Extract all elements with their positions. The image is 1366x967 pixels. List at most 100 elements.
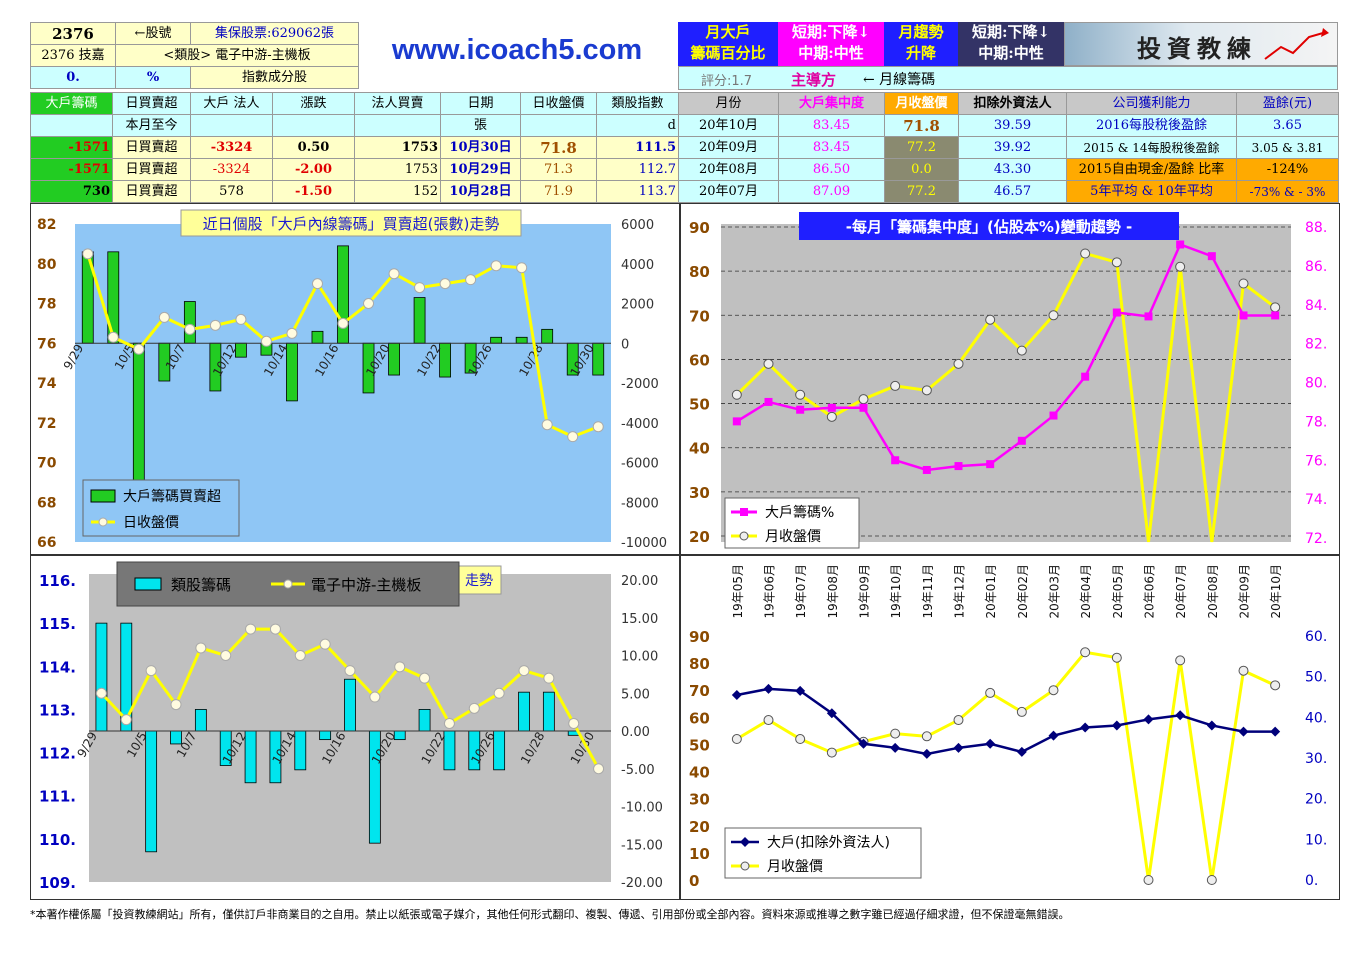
bar	[418, 709, 431, 732]
monthly-trend: 月趨勢	[898, 23, 944, 41]
x-tick-label: 20年02月	[1016, 564, 1030, 619]
stock-code-label: ←股號	[115, 22, 191, 45]
data-point	[1176, 240, 1185, 249]
y-tick-label-right: 15.00	[621, 612, 658, 627]
y-tick-label-right: 76.	[1305, 453, 1327, 469]
legend-swatch	[90, 489, 116, 503]
y-tick-label-left: 0	[689, 872, 699, 890]
data-point	[516, 262, 528, 274]
profit-table: 公司獲利能力 盈餘(元) 2016每股稅後盈餘 3.65 2015 & 14每股…	[1066, 92, 1339, 203]
data-point	[1270, 726, 1281, 737]
data-point	[763, 715, 774, 726]
series-line	[736, 650, 1276, 881]
table-row: 730 日買賣超 578 -1.50 152 10月28日 71.9 113.7	[30, 180, 679, 203]
mid-term-1: 中期:中性	[798, 44, 864, 62]
x-tick-label: 19年07月	[794, 564, 808, 619]
bar	[319, 730, 332, 741]
table-cell: 2015 & 14每股稅後盈餘	[1066, 136, 1237, 159]
table-cell: 1753	[354, 136, 441, 159]
y-tick-label-right: 20.	[1305, 792, 1327, 808]
data-point	[1111, 257, 1122, 268]
data-point	[922, 465, 931, 474]
table-cell: 3.05 & 3.81	[1236, 136, 1339, 159]
y-tick-label-right: 78.	[1305, 414, 1327, 430]
y-tick-label-left: 30	[689, 791, 710, 809]
table-cell: -73% & - 3%	[1236, 180, 1339, 203]
score: 評分:1.7	[701, 74, 753, 89]
y-tick-label-right: -5.00	[621, 763, 655, 778]
chart-daily-big-chips-svg: 66 68 70 72 74 76 78 80 82 6000 4000 2000 0 -2000 -400…	[37, 209, 667, 551]
data-point	[1143, 714, 1154, 725]
short-term-2: 短期:下降↓	[971, 23, 1051, 41]
data-point	[1175, 710, 1186, 721]
y-tick-label-left: 78	[37, 297, 56, 313]
chart-sector-chips: 116. 115. 114. 113. 112. 111. 110. 109. 20.00 15.…	[30, 555, 680, 900]
data-point	[1112, 308, 1121, 317]
data-point	[541, 419, 553, 431]
table-cell: 3.65	[1236, 114, 1339, 137]
monthly-big-box: 月大戶 籌碼百分比	[678, 22, 778, 66]
data-point	[1175, 655, 1186, 666]
data-point	[1270, 302, 1281, 313]
legend-marker	[740, 508, 748, 516]
table-cell: -1571	[30, 136, 113, 159]
bar	[515, 336, 528, 344]
table-cell: 86.50	[778, 158, 885, 181]
data-point	[731, 389, 742, 400]
bar	[145, 730, 158, 853]
bar	[183, 301, 196, 344]
data-point	[107, 331, 119, 343]
bar	[518, 691, 530, 732]
data-point	[1111, 652, 1122, 663]
data-point	[1080, 722, 1091, 733]
data-point	[490, 260, 502, 272]
th-close: 日收盤價	[520, 92, 597, 115]
table-cell: 0.50	[272, 136, 355, 159]
stock-name: 2376 技嘉	[30, 44, 116, 67]
y-tick-label-left: 80	[37, 257, 57, 273]
table-cell: 20年07月	[678, 180, 779, 203]
table-cell	[190, 114, 273, 137]
data-point	[235, 313, 247, 325]
data-point	[763, 683, 774, 694]
y-tick-label-left: 70	[689, 307, 710, 325]
data-point	[763, 358, 774, 369]
table-row: 20年07月 87.09 77.2 46.57	[678, 180, 1067, 203]
data-point	[1016, 706, 1027, 717]
data-point	[593, 763, 605, 775]
table-cell: 46.57	[958, 180, 1067, 203]
y-tick-label-right: 0.	[1305, 873, 1318, 889]
legend-marker	[98, 517, 108, 527]
data-point	[891, 456, 900, 465]
table-cell: 5年平均 & 10年平均	[1066, 180, 1237, 203]
data-point	[921, 385, 932, 396]
table-cell: -1.50	[272, 180, 355, 203]
data-point	[245, 623, 257, 635]
data-point	[732, 417, 741, 426]
header-left-table: 2376 ←股號 集保股票:629062張 2376 技嘉 <類股> 電子中游-…	[30, 22, 359, 89]
table-cell: 730	[30, 180, 113, 203]
data-point	[986, 460, 995, 469]
data-point	[1111, 720, 1122, 731]
data-point	[826, 411, 837, 422]
website-title[interactable]: www.icoach5.com	[391, 34, 643, 66]
table-cell: 113.7	[596, 180, 679, 203]
x-tick-label: 20年09月	[1238, 564, 1252, 619]
table-cell: -1571	[30, 158, 113, 181]
table-row: -1571 日買賣超 -3324 -2.00 1753 10月29日 71.3 …	[30, 158, 679, 181]
data-point	[311, 278, 323, 290]
y-tick-label-left: 114.	[39, 658, 76, 676]
y-tick-label-left: 90	[689, 219, 710, 237]
chart-title: 近日個股「大戶內線籌碼」買賣超(張數)走勢	[203, 215, 500, 233]
y-tick-label-left: 116.	[39, 572, 76, 590]
legend-marker	[740, 861, 750, 871]
y-tick-label-right: -4000	[621, 417, 659, 432]
monthly-table-header: 月份 大戶集中度 月收盤價 扣除外資法人	[678, 92, 1067, 115]
table-cell: 張	[440, 114, 521, 137]
data-point	[1049, 411, 1058, 420]
data-point	[1206, 875, 1217, 885]
y-tick-label-right: 74.	[1305, 492, 1327, 508]
data-point	[795, 685, 806, 696]
y-tick-label-left: 112.	[39, 745, 76, 763]
data-point	[568, 717, 580, 729]
